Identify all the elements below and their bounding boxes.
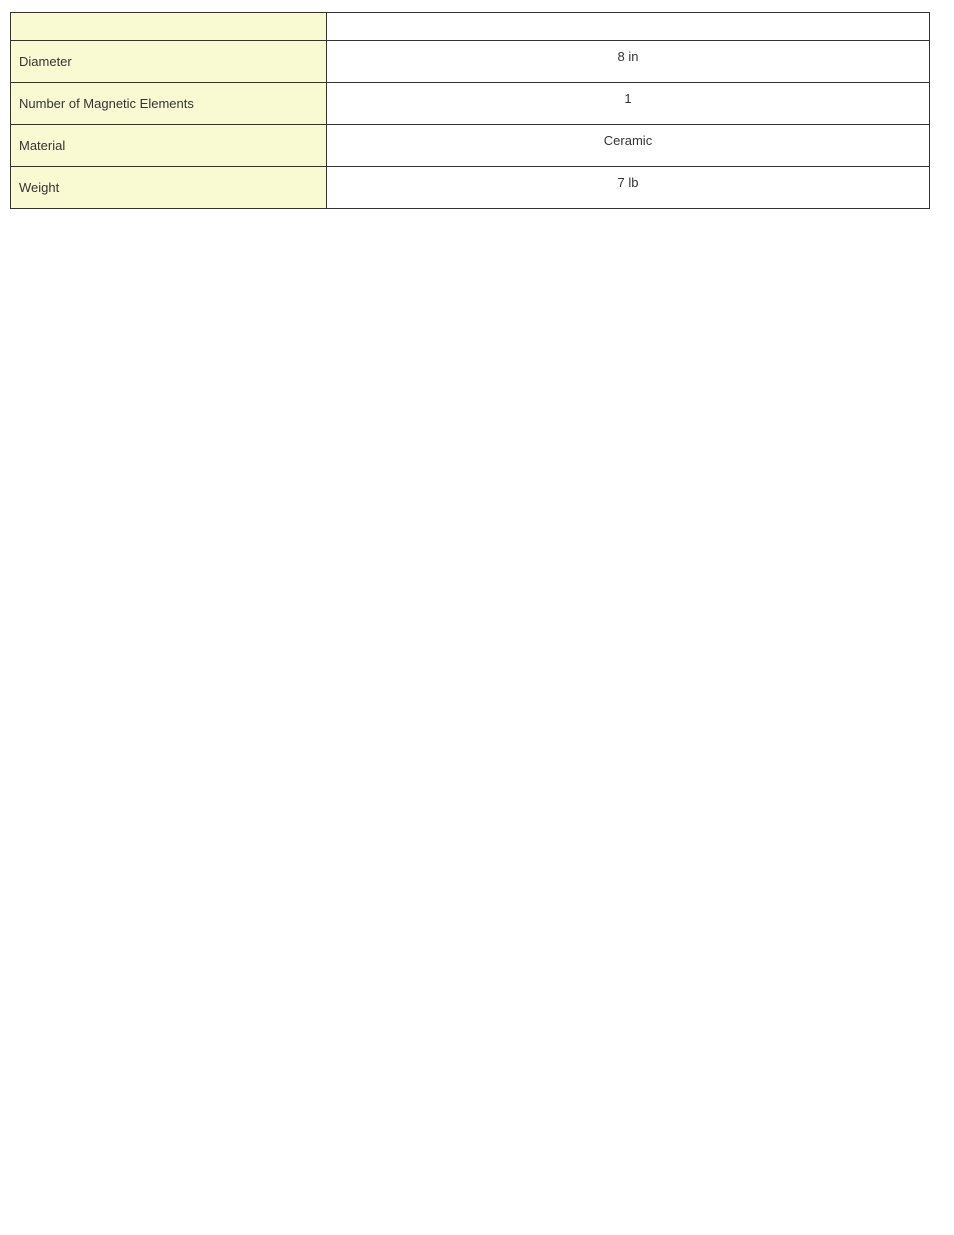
spec-value: 7 lb bbox=[327, 167, 930, 209]
spec-value: 8 in bbox=[327, 41, 930, 83]
table-row: Material Ceramic bbox=[11, 125, 930, 167]
spec-label: Material bbox=[11, 125, 327, 167]
table-row: Number of Magnetic Elements 1 bbox=[11, 83, 930, 125]
spec-table: Diameter 8 in Number of Magnetic Element… bbox=[10, 12, 930, 209]
table-row: Weight 7 lb bbox=[11, 167, 930, 209]
spec-label: Weight bbox=[11, 167, 327, 209]
spec-label: Number of Magnetic Elements bbox=[11, 83, 327, 125]
table-header-row bbox=[11, 13, 930, 41]
spec-value: Ceramic bbox=[327, 125, 930, 167]
header-label-cell bbox=[11, 13, 327, 41]
table-row: Diameter 8 in bbox=[11, 41, 930, 83]
spec-value: 1 bbox=[327, 83, 930, 125]
header-value-cell bbox=[327, 13, 930, 41]
spec-label: Diameter bbox=[11, 41, 327, 83]
